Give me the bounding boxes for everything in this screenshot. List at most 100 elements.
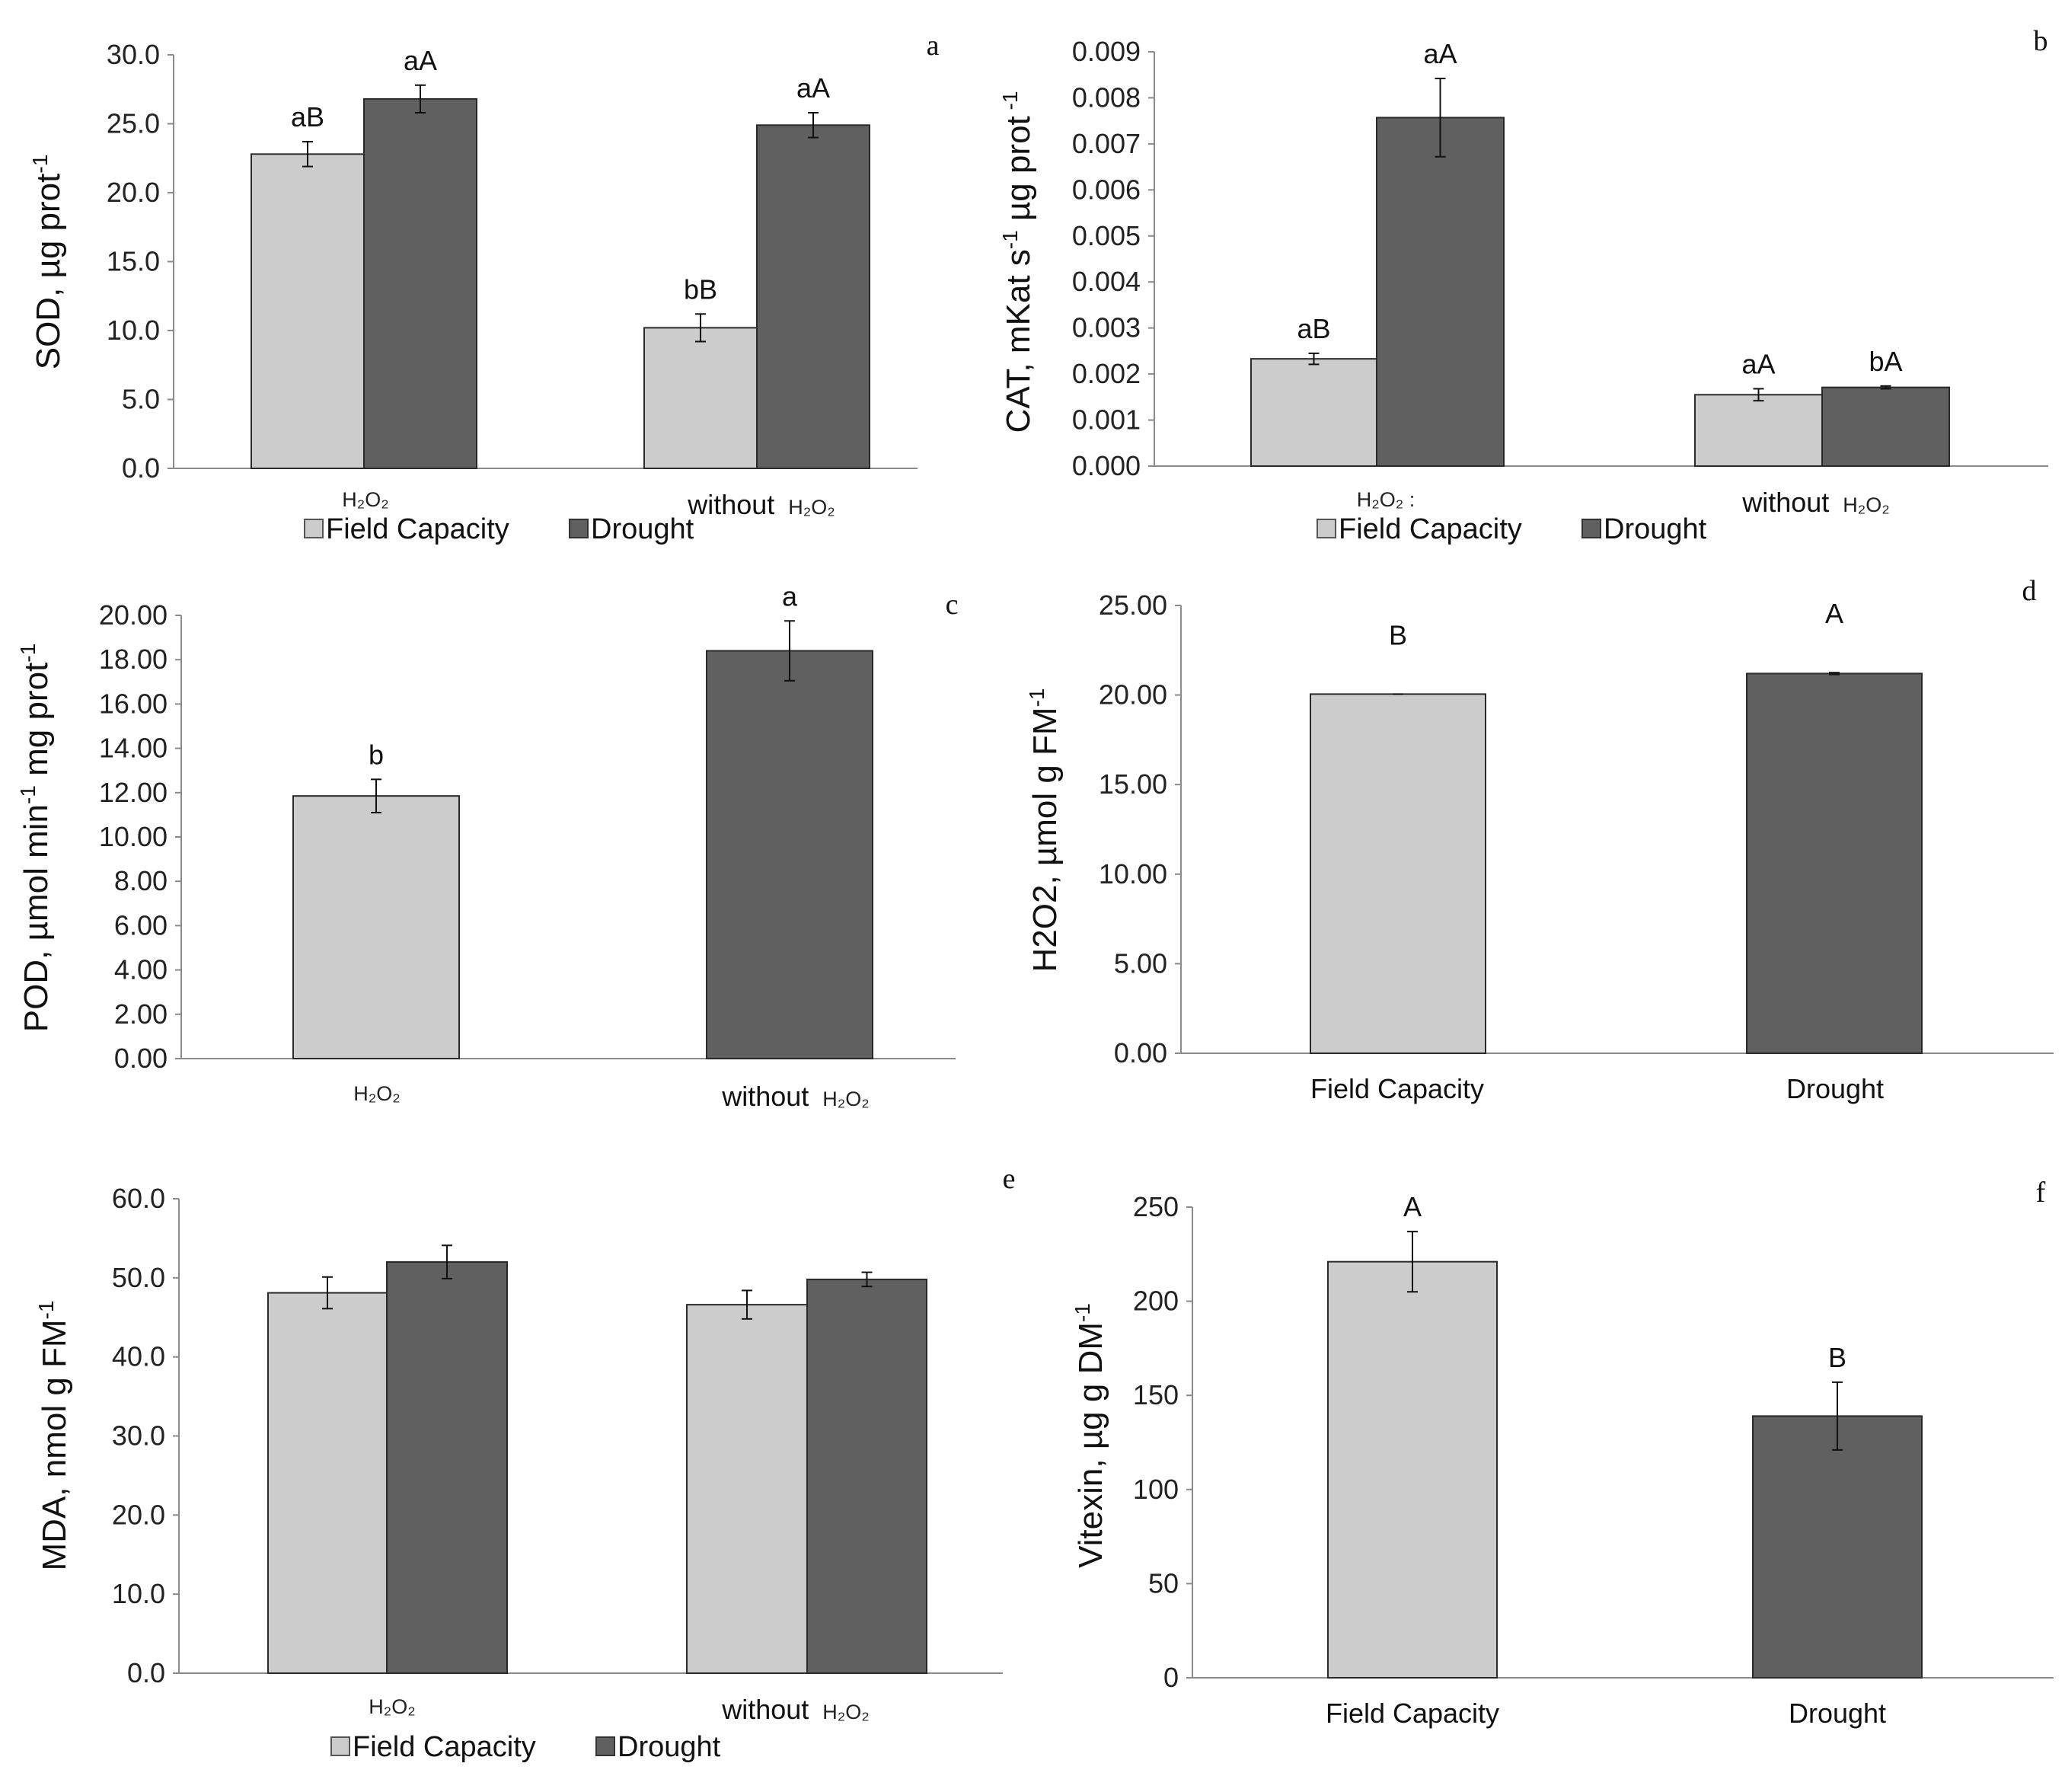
- y-tick-label: 8.00: [114, 865, 168, 896]
- y-axis-title-sup: -1: [16, 644, 40, 663]
- y-tick-label: 6.00: [114, 909, 168, 941]
- y-axis-title-main: Vitexin, µg g DM: [1072, 1322, 1109, 1568]
- panel-letter: b: [2034, 25, 2048, 57]
- y-tick-label: 0.00: [1114, 1037, 1167, 1068]
- y-tick-label: 0.0: [127, 1657, 165, 1688]
- y-tick-label: 0.002: [1072, 358, 1141, 389]
- bar-field-capacity: [267, 1292, 388, 1674]
- y-tick-label: 20.00: [99, 599, 168, 631]
- bar-drought: [363, 97, 477, 469]
- legend-swatch-drought: [569, 519, 589, 538]
- legend-label-drought: Drought: [618, 1731, 721, 1763]
- x-category-label: H₂O₂: [342, 488, 388, 511]
- bar-drought: [1376, 117, 1505, 468]
- legend: Field Capacity Drought: [330, 1731, 721, 1763]
- y-axis-title-sup: -1: [1071, 1303, 1094, 1322]
- y-tick-label: 0.00: [114, 1043, 168, 1074]
- y-tick-label: 5.00: [1114, 947, 1167, 979]
- x-category-label: H₂O₂: [369, 1695, 415, 1718]
- y-axis-title-sup: -1: [998, 91, 1022, 117]
- bar-drought: [756, 124, 870, 469]
- y-tick-label: 16.00: [99, 688, 168, 719]
- bar-field-capacity: [643, 327, 758, 469]
- y-tick-label: 20.0: [112, 1499, 165, 1530]
- bar-drought: [1821, 386, 1950, 468]
- y-axis-title-sup: -1: [34, 1301, 58, 1320]
- legend-label-drought: Drought: [1604, 513, 1707, 545]
- legend-swatch-field-capacity: [304, 519, 324, 538]
- y-tick-label: 0: [1163, 1662, 1179, 1693]
- y-tick-label: 18.00: [99, 644, 168, 675]
- y-tick-label: 0.005: [1072, 220, 1141, 251]
- y-tick-label: 10.00: [99, 821, 168, 852]
- y-axis-title-main: CAT, mKat s: [1000, 249, 1037, 433]
- data-label: aA: [1741, 348, 1775, 379]
- y-tick-label: 4.00: [114, 954, 168, 985]
- x-category-chem: H₂O₂: [788, 496, 835, 519]
- y-tick-label: 10.0: [112, 1578, 165, 1609]
- y-axis-title-main: H2O2, µmol g FM: [1026, 707, 1064, 972]
- y-axis-title-main: MDA, nmol g FM: [36, 1319, 73, 1570]
- data-label: aB: [291, 101, 324, 133]
- y-tick-label: 50: [1148, 1567, 1179, 1599]
- data-label: aA: [796, 72, 830, 104]
- x-category-label: Drought: [1789, 1698, 1886, 1729]
- x-category-prefix: without: [721, 1694, 809, 1725]
- x-category-label: Field Capacity: [1310, 1073, 1484, 1104]
- x-category-chem: H₂O₂: [1843, 494, 1889, 516]
- y-tick-label: 200: [1133, 1286, 1179, 1317]
- x-category-label: without H₂O₂: [687, 489, 835, 520]
- y-tick-label: 2.00: [114, 998, 168, 1030]
- y-axis-title: H2O2, µmol g FM-1: [1025, 688, 1064, 973]
- chart-e: 0.0 10.0 20.0 30.0 40.0 50.0 60.0 H₂O₂ without H₂…: [34, 1163, 1015, 1763]
- panel-letter: e: [1003, 1163, 1016, 1195]
- y-tick-label: 0.000: [1072, 450, 1141, 481]
- x-category-label: without H₂O₂: [721, 1694, 870, 1725]
- panel-letter: c: [946, 589, 959, 621]
- bar-drought: [1752, 1415, 1923, 1679]
- y-axis-title-sup: -1: [1025, 688, 1048, 708]
- y-tick-label: 0.009: [1072, 36, 1141, 67]
- panel-letter: f: [2036, 1177, 2046, 1209]
- bar-field-capacity: [1250, 358, 1377, 468]
- y-axis-title: MDA, nmol g FM-1: [34, 1301, 73, 1571]
- y-tick-label: 0.004: [1072, 266, 1141, 297]
- y-axis-title: CAT, mKat s-1 µg prot -1: [998, 91, 1037, 433]
- y-tick-label: 25.00: [1099, 589, 1167, 621]
- bar-field-capacity: [1327, 1260, 1498, 1679]
- chart-c: 0.00 2.00 4.00 6.00 8.00 10.00 12.00 14.00 16.00…: [16, 580, 958, 1112]
- y-tick-label: 250: [1133, 1191, 1179, 1222]
- y-axis-title-main: POD, µmol min: [18, 804, 55, 1032]
- y-tick-label: 25.0: [107, 108, 160, 139]
- chart-f: 0 50 100 150 200 250 A B Field Capacity Drought Vi…: [1071, 1177, 2054, 1729]
- y-axis-title: SOD, µg prot-1: [28, 155, 67, 370]
- x-category-label: Drought: [1786, 1073, 1884, 1104]
- y-tick-label: 15.0: [107, 246, 160, 277]
- y-tick-label: 0.001: [1072, 404, 1141, 436]
- data-label: bA: [1869, 346, 1902, 377]
- y-axis-title: POD, µmol min-1 mg prot-1: [16, 644, 55, 1032]
- x-category-prefix: without: [1741, 487, 1829, 518]
- bar-field-capacity: [1694, 394, 1823, 467]
- legend-label-field-capacity: Field Capacity: [326, 513, 509, 545]
- y-axis-title-sup: -1: [998, 230, 1022, 249]
- y-tick-label: 50.0: [112, 1262, 165, 1293]
- y-tick-label: 12.00: [99, 777, 168, 808]
- x-category-label: Field Capacity: [1326, 1698, 1499, 1729]
- legend-swatch-field-capacity: [1317, 519, 1336, 538]
- legend-swatch-field-capacity: [330, 1736, 350, 1756]
- legend-label-field-capacity: Field Capacity: [1339, 513, 1522, 545]
- y-axis-title: Vitexin, µg g DM-1: [1071, 1303, 1109, 1568]
- y-tick-label: 40.0: [112, 1341, 165, 1372]
- legend: Field Capacity Drought: [1317, 513, 1707, 545]
- x-category-chem: H₂O₂: [822, 1088, 869, 1110]
- data-label: A: [1403, 1191, 1422, 1222]
- y-axis-title-tail: µg prot: [1000, 116, 1037, 230]
- x-category-label: H₂O₂: [353, 1082, 400, 1105]
- y-tick-label: 100: [1133, 1474, 1179, 1505]
- y-axis-title-tail: mg prot: [18, 663, 55, 785]
- y-tick-label: 14.00: [99, 733, 168, 764]
- y-tick-label: 150: [1133, 1379, 1179, 1410]
- y-tick-label: 0.008: [1072, 81, 1141, 113]
